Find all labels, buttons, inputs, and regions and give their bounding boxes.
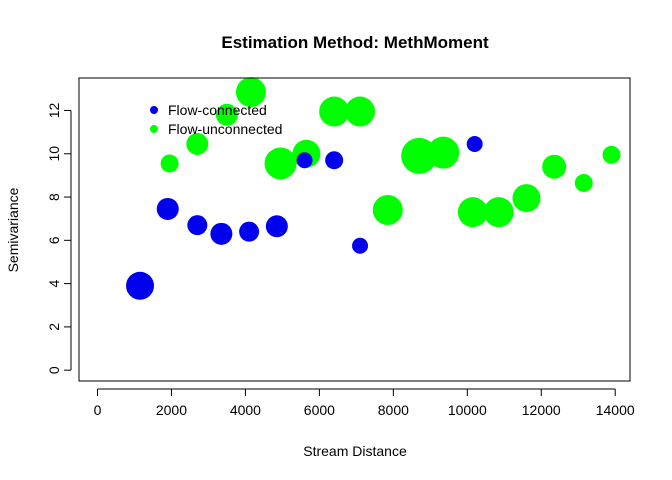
data-point (352, 237, 369, 254)
y-tick-label: 0 (46, 366, 62, 374)
x-tick-label: 8000 (378, 402, 409, 418)
x-tick-label: 4000 (230, 402, 261, 418)
data-point (296, 152, 313, 169)
data-point (239, 221, 260, 242)
x-axis-label: Stream Distance (303, 443, 407, 459)
x-tick-label: 12000 (522, 402, 561, 418)
legend-marker (150, 106, 158, 114)
data-point (574, 173, 593, 192)
y-tick-label: 10 (46, 146, 62, 162)
data-point (156, 197, 179, 220)
legend-label: Flow-unconnected (168, 121, 282, 137)
data-point (325, 151, 344, 170)
data-point (372, 195, 403, 226)
data-point (466, 136, 483, 153)
data-point (126, 271, 155, 300)
data-point (512, 184, 541, 213)
data-point (483, 197, 514, 228)
x-tick-label: 10000 (448, 402, 487, 418)
data-point (186, 133, 209, 156)
data-point (265, 215, 288, 238)
legend: Flow-connected Flow-unconnected (150, 102, 282, 137)
data-point (401, 137, 438, 174)
plot-frame (78, 77, 631, 382)
series-flow-unconnected (160, 77, 621, 228)
data-point (215, 103, 238, 126)
points-layer (126, 77, 621, 300)
x-tick-label: 2000 (156, 402, 187, 418)
data-point (542, 154, 567, 179)
legend-marker (150, 125, 158, 133)
data-point (210, 222, 233, 245)
legend-label: Flow-connected (168, 102, 267, 118)
data-point (345, 96, 376, 127)
x-tick-label: 14000 (596, 402, 635, 418)
y-tick-label: 6 (46, 236, 62, 244)
data-point (187, 215, 208, 236)
data-point (457, 197, 488, 228)
series-flow-connected (126, 136, 483, 300)
x-tick-label: 6000 (304, 402, 335, 418)
data-point (264, 147, 297, 180)
chart-title: Estimation Method: MethMoment (221, 33, 489, 52)
y-axis-label: Semivariance (5, 187, 21, 272)
data-point (319, 96, 350, 127)
data-point (427, 136, 460, 169)
y-tick-label: 4 (46, 280, 62, 288)
y-tick-label: 8 (46, 193, 62, 201)
data-point (235, 77, 266, 108)
y-tick-label: 2 (46, 323, 62, 331)
x-axis: 0 2000 4000 6000 8000 10000 12000 14000 (94, 388, 635, 418)
y-axis: 0 2 4 6 8 10 12 (46, 102, 72, 374)
data-point (160, 154, 179, 173)
data-point (602, 145, 621, 164)
y-tick-label: 12 (46, 102, 62, 118)
x-tick-label: 0 (94, 402, 102, 418)
